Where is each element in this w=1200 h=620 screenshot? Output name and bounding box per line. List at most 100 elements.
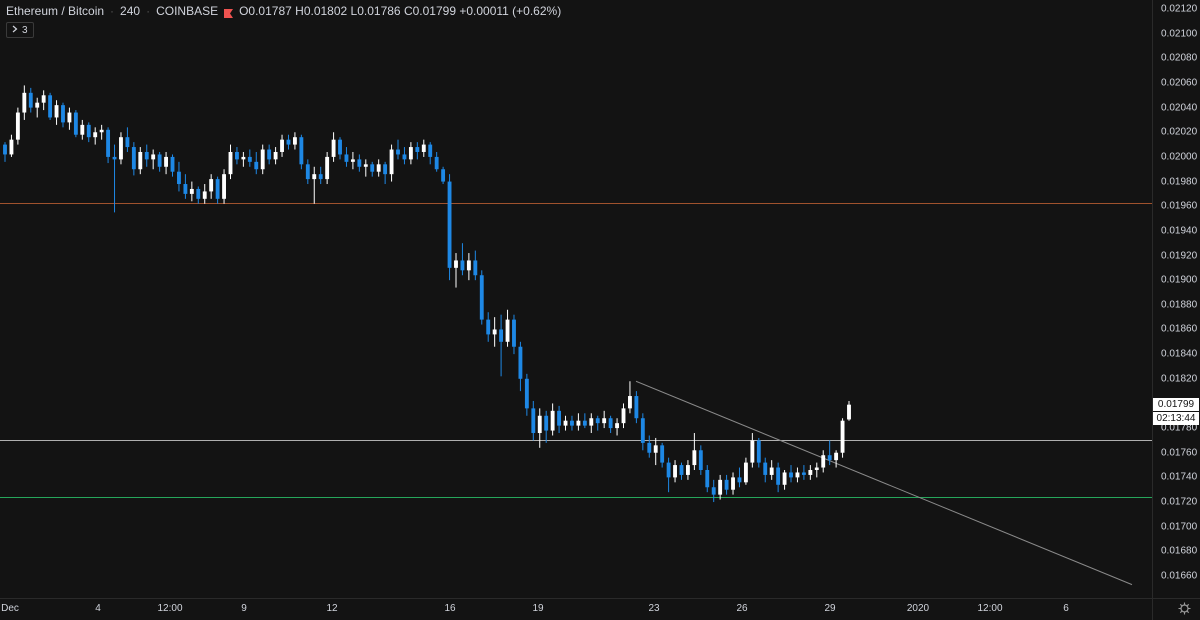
candle[interactable] [363, 159, 368, 177]
indicators-collapse-button[interactable]: 3 [6, 22, 34, 38]
candle[interactable] [550, 403, 555, 436]
candle[interactable] [801, 465, 806, 480]
candle[interactable] [776, 462, 781, 493]
candle[interactable] [582, 413, 587, 429]
candle[interactable] [222, 169, 226, 204]
candle[interactable] [402, 147, 407, 165]
candle[interactable] [711, 479, 716, 503]
candle[interactable] [731, 472, 735, 495]
candle[interactable] [357, 154, 362, 172]
candle[interactable] [325, 151, 330, 185]
candle[interactable] [408, 142, 413, 165]
trend-line[interactable] [635, 380, 1133, 586]
candle[interactable] [144, 144, 149, 167]
symbol-title[interactable]: Ethereum / Bitcoin [6, 4, 105, 18]
candle[interactable] [518, 341, 523, 392]
candle[interactable] [338, 137, 342, 160]
candle[interactable] [189, 181, 194, 202]
candle[interactable] [808, 465, 813, 480]
candle[interactable] [73, 110, 78, 138]
candle[interactable] [621, 403, 626, 429]
candle[interactable] [370, 161, 375, 177]
candle[interactable] [41, 90, 46, 111]
candle[interactable] [486, 312, 491, 342]
candle[interactable] [653, 437, 658, 466]
candle[interactable] [267, 144, 272, 165]
candle[interactable] [376, 159, 381, 177]
candle[interactable] [177, 161, 181, 192]
candle[interactable] [789, 465, 793, 483]
candle[interactable] [312, 166, 317, 204]
candlestick-chart[interactable] [0, 0, 1152, 598]
candle[interactable] [93, 127, 98, 145]
candle[interactable] [666, 457, 671, 493]
flag-icon[interactable] [224, 7, 234, 18]
candle[interactable] [756, 437, 761, 468]
chart-pane[interactable]: Ethereum / Bitcoin · 240 · COINBASE O0.0… [0, 0, 1152, 598]
chart-settings-corner[interactable] [1152, 598, 1200, 620]
candle[interactable] [660, 442, 665, 468]
candle[interactable] [570, 415, 574, 431]
candle[interactable] [54, 100, 59, 125]
candle[interactable] [595, 415, 600, 431]
candle[interactable] [286, 134, 291, 150]
candle[interactable] [769, 460, 774, 480]
candle[interactable] [679, 462, 684, 480]
candle[interactable] [685, 460, 690, 480]
candle[interactable] [434, 151, 439, 172]
candle[interactable] [718, 474, 723, 500]
candle[interactable] [492, 317, 497, 347]
candle[interactable] [396, 139, 400, 160]
candle[interactable] [273, 147, 278, 165]
candle[interactable] [99, 124, 104, 140]
candle[interactable] [563, 415, 568, 431]
candle[interactable] [247, 149, 252, 167]
candle[interactable] [119, 132, 123, 165]
candle[interactable] [292, 132, 297, 150]
candle[interactable] [202, 184, 207, 204]
candle[interactable] [241, 151, 246, 167]
candle[interactable] [763, 457, 768, 483]
candle[interactable] [840, 418, 845, 458]
candle[interactable] [415, 142, 420, 160]
candle[interactable] [299, 134, 304, 170]
candle[interactable] [576, 413, 581, 431]
candle[interactable] [821, 450, 826, 473]
candle[interactable] [795, 467, 800, 483]
candle[interactable] [479, 270, 484, 325]
candle[interactable] [67, 107, 72, 130]
candle[interactable] [499, 314, 504, 377]
candle[interactable] [344, 147, 349, 167]
candle[interactable] [589, 413, 594, 434]
candle[interactable] [48, 92, 53, 120]
candle[interactable] [544, 410, 549, 443]
candle[interactable] [602, 410, 607, 429]
candle[interactable] [743, 457, 748, 485]
candle[interactable] [3, 142, 7, 162]
candle[interactable] [131, 142, 136, 176]
candle[interactable] [215, 176, 220, 204]
candle[interactable] [512, 314, 516, 355]
candle[interactable] [331, 132, 336, 162]
candle[interactable] [254, 151, 259, 175]
time-axis[interactable]: Dec 4 12:00 9 12 16 19 23 26 29 2020 12:00 6 [0, 598, 1152, 620]
candle[interactable] [280, 134, 284, 157]
candle[interactable] [22, 85, 27, 120]
candle[interactable] [170, 154, 175, 177]
interval-label[interactable]: 240 [120, 4, 141, 18]
candle[interactable] [524, 373, 529, 416]
candle[interactable] [705, 465, 710, 493]
candle[interactable] [673, 460, 677, 483]
candle[interactable] [164, 151, 169, 175]
candle[interactable] [647, 435, 652, 458]
candle[interactable] [698, 445, 703, 475]
candle[interactable] [125, 127, 130, 152]
candle[interactable] [35, 97, 40, 118]
candle[interactable] [692, 433, 697, 470]
candle[interactable] [628, 381, 632, 414]
candle[interactable] [640, 413, 645, 451]
candle[interactable] [737, 467, 742, 488]
candle[interactable] [421, 139, 426, 157]
price-axis[interactable]: 0.02120 0.02100 0.02080 0.02060 0.02040 0.020… [1152, 0, 1200, 598]
candle[interactable] [61, 102, 65, 128]
